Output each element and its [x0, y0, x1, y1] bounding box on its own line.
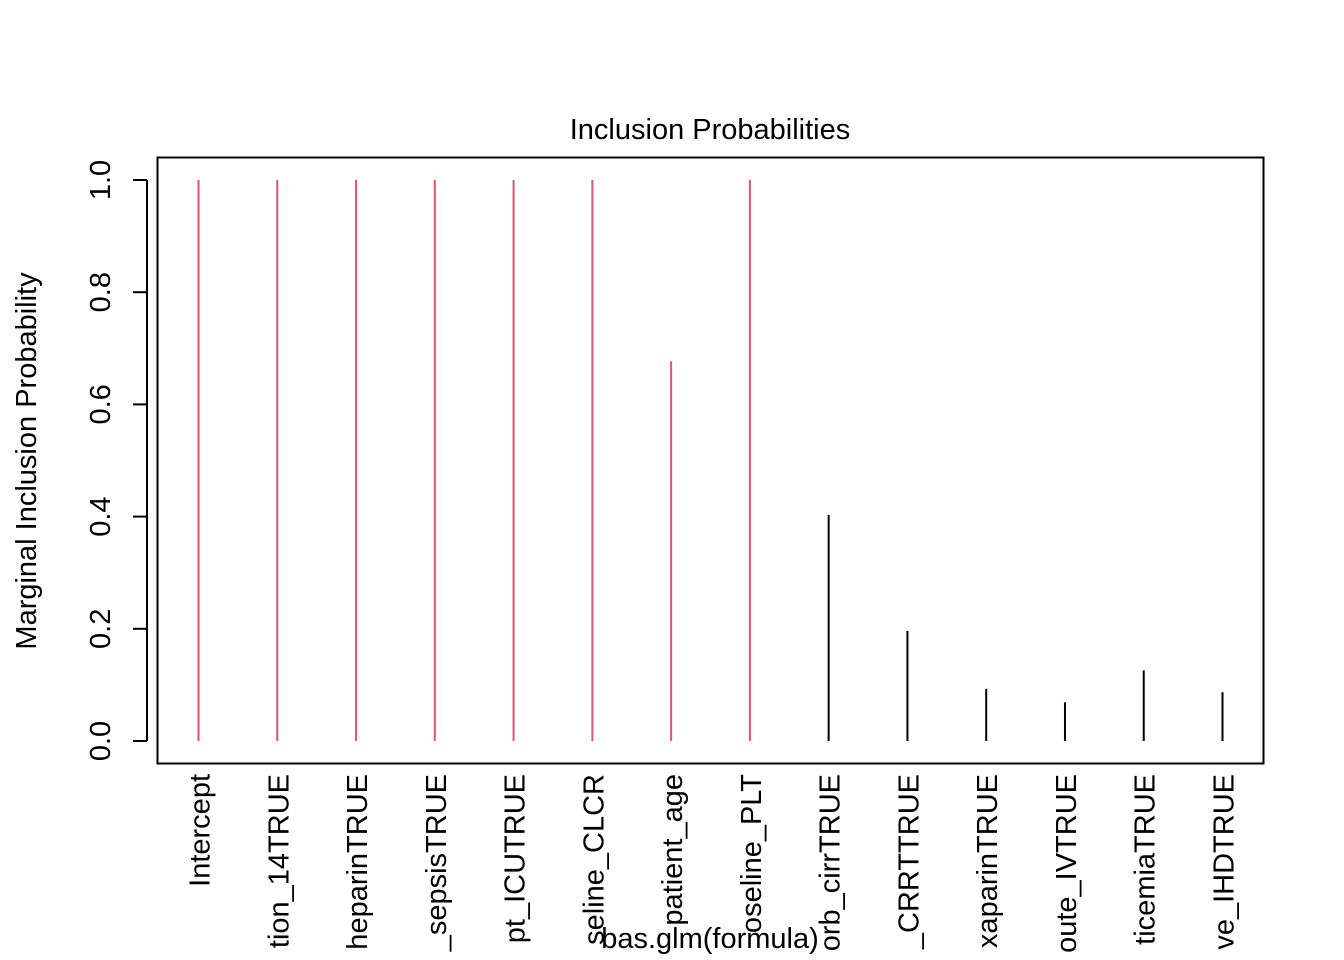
chart-title: Inclusion Probabilities [570, 114, 850, 146]
model-footer: bas.glm(formula) [601, 923, 819, 955]
x-tick-label: xaparinTRUE [972, 774, 1004, 948]
plot-frame [156, 156, 1265, 765]
x-tick-label: tion_14TRUE [263, 774, 295, 948]
x-tick-label: patient_age [657, 774, 689, 926]
bars [197, 180, 1224, 741]
x-tick-label: oseline_PLT [736, 774, 768, 933]
x-tick-label: orb_cirrTRUE [815, 774, 847, 951]
x-tick-label: ticemiaTRUE [1130, 774, 1162, 945]
x-tick-label: oute_IVTRUE [1051, 774, 1083, 953]
y-tick-label: 0.2 [85, 609, 117, 649]
y-axis: 0.0 0.2 0.4 0.6 0.8 1.0 [85, 160, 148, 761]
y-axis-label: Marginal Inclusion Probability [11, 272, 43, 650]
x-tick-label: heparinTRUE [342, 774, 374, 950]
x-tick-label: _sepsisTRUE [421, 774, 453, 952]
y-tick-label: 0.8 [85, 272, 117, 312]
y-tick-label: 0.0 [85, 721, 117, 761]
x-tick-label: ve_IHDTRUE [1209, 774, 1241, 950]
x-tick-label: seline_CLCR [578, 774, 610, 945]
x-axis-tick-labels: Intercept tion_14TRUE heparinTRUE _sepsisTR… [185, 774, 1241, 953]
x-tick-label: Intercept [185, 774, 217, 887]
x-tick-label: _CRRTTRUE [893, 774, 925, 950]
y-tick-label: 0.6 [85, 384, 117, 424]
y-tick-label: 1.0 [85, 160, 117, 200]
x-tick-label: pt_ICUTRUE [500, 774, 532, 943]
y-tick-label: 0.4 [85, 496, 117, 536]
